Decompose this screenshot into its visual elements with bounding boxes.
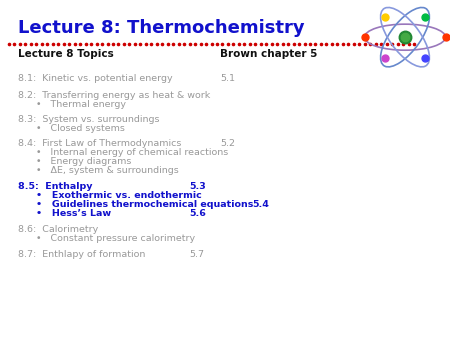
Text: •   Energy diagrams: • Energy diagrams	[36, 157, 131, 166]
Text: Brown chapter 5: Brown chapter 5	[220, 49, 318, 59]
Text: •   Constant pressure calorimetry: • Constant pressure calorimetry	[36, 234, 195, 243]
Text: 8.5:  Enthalpy: 8.5: Enthalpy	[18, 182, 93, 191]
Text: 8.7:  Enthlapy of formation: 8.7: Enthlapy of formation	[18, 250, 145, 259]
Text: 8.2:  Transferring energy as heat & work: 8.2: Transferring energy as heat & work	[18, 91, 210, 100]
Text: •   ΔE, system & surroundings: • ΔE, system & surroundings	[36, 166, 179, 175]
Text: 5.1: 5.1	[220, 74, 235, 83]
Text: 8.1:  Kinetic vs. potential energy: 8.1: Kinetic vs. potential energy	[18, 74, 173, 83]
Text: •   Closed systems: • Closed systems	[36, 124, 125, 133]
Text: •   Exothermic vs. endothermic: • Exothermic vs. endothermic	[36, 191, 202, 200]
Text: •   Thermal energy: • Thermal energy	[36, 100, 126, 110]
Text: 8.6:  Calorimetry: 8.6: Calorimetry	[18, 225, 98, 234]
Text: 5.2: 5.2	[220, 139, 235, 148]
Text: •   Internal energy of chemical reactions: • Internal energy of chemical reactions	[36, 148, 228, 157]
Text: •   Hess’s Law: • Hess’s Law	[36, 209, 111, 218]
Text: 5.3: 5.3	[189, 182, 206, 191]
Text: Lecture 8 Topics: Lecture 8 Topics	[18, 49, 114, 59]
Text: 5.6: 5.6	[189, 209, 206, 218]
Text: •   Guidelines thermochemical equations: • Guidelines thermochemical equations	[36, 200, 253, 209]
Text: Lecture 8: Thermochemistry: Lecture 8: Thermochemistry	[18, 19, 305, 37]
Text: 8.3:  System vs. surroundings: 8.3: System vs. surroundings	[18, 115, 159, 124]
Text: 5.7: 5.7	[189, 250, 204, 259]
Text: 8.4:  First Law of Thermodynamics: 8.4: First Law of Thermodynamics	[18, 139, 181, 148]
Text: 5.4: 5.4	[252, 200, 269, 209]
